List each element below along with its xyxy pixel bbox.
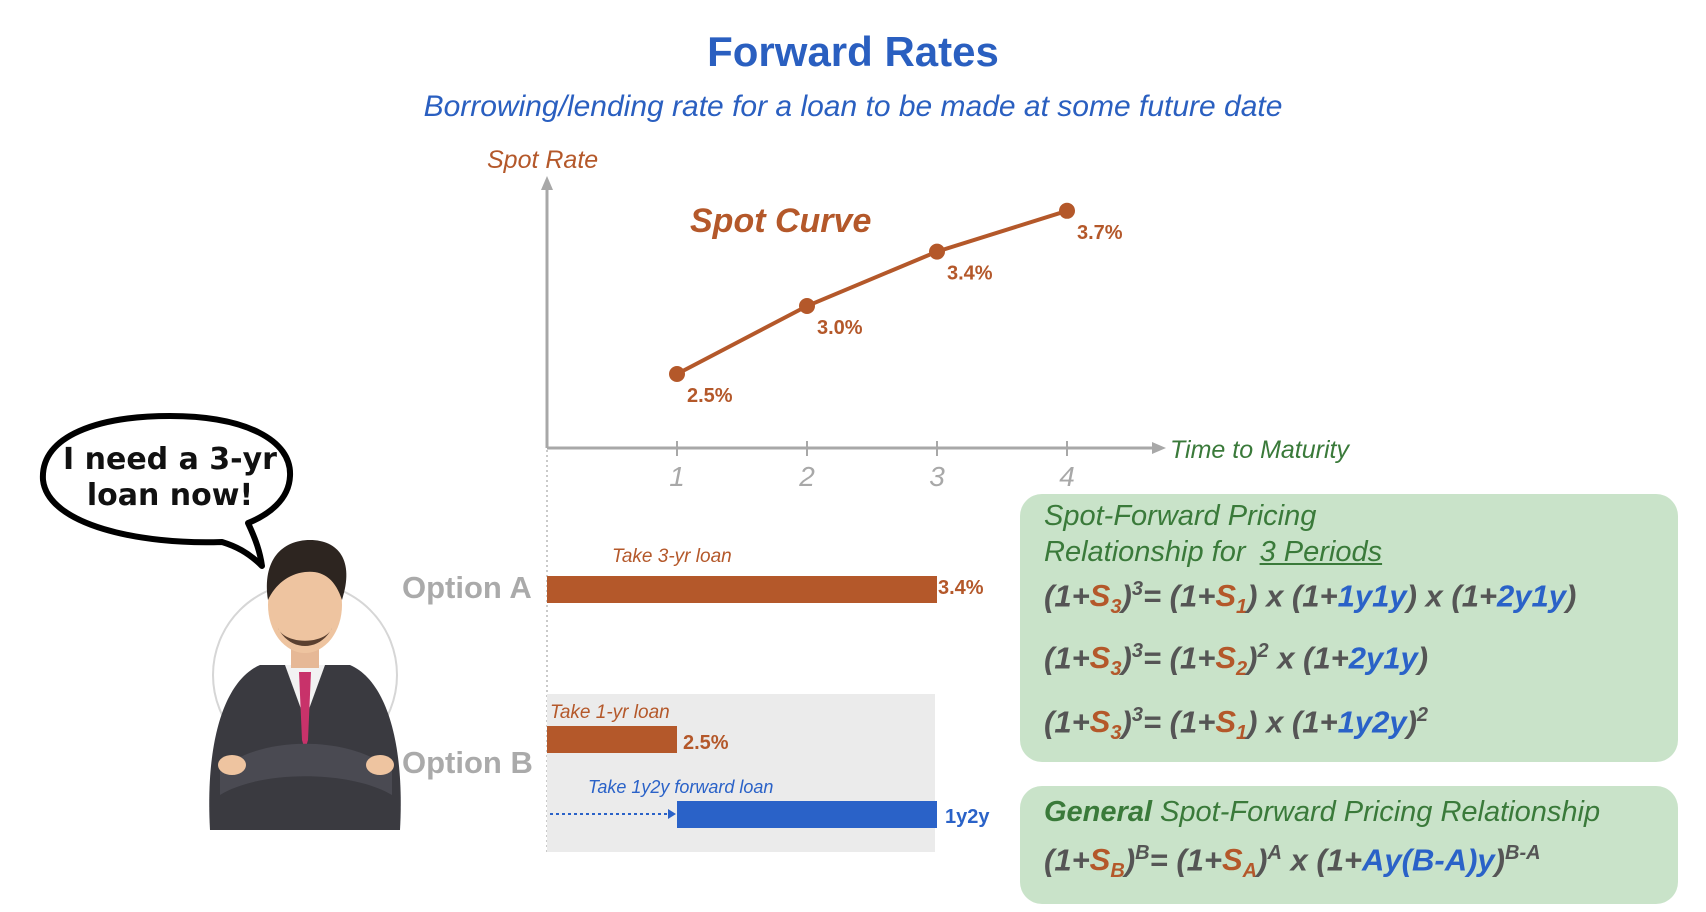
spot-forward-box: Spot-Forward Pricing Relationship for 3 … bbox=[1020, 494, 1678, 762]
spot-curve-point bbox=[799, 298, 815, 314]
option-a-label: Option A bbox=[402, 570, 532, 605]
option-b-loan2-value: 1y2y bbox=[945, 806, 990, 828]
box2-heading-bold: General bbox=[1044, 796, 1152, 828]
box2-heading: General Spot-Forward Pricing Relationshi… bbox=[1044, 796, 1600, 829]
equation-2: (1+S3)3= (1+S2)2 x (1+2y1y) bbox=[1044, 640, 1429, 681]
equation-3: (1+S3)3= (1+S1) x (1+1y2y)2 bbox=[1044, 704, 1429, 745]
spot-curve-data-label: 3.0% bbox=[817, 317, 863, 339]
chart-title: Spot Curve bbox=[690, 202, 871, 240]
option-b-label: Option B bbox=[402, 745, 533, 780]
box1-heading-prefix: Relationship for bbox=[1044, 536, 1246, 568]
page-subtitle: Borrowing/lending rate for a loan to be … bbox=[423, 90, 1283, 123]
spot-curve-data-label: 3.4% bbox=[947, 263, 993, 285]
x-tick-label: 1 bbox=[669, 461, 685, 492]
option-b-loan1-value: 2.5% bbox=[683, 732, 729, 754]
box1-heading-periods: 3 Periods bbox=[1259, 536, 1383, 568]
option-b-1yr-bar bbox=[547, 726, 677, 753]
page-title: Forward Rates bbox=[707, 28, 999, 75]
forward-arrowhead bbox=[668, 809, 676, 819]
option-b-loan2-note: Take 1y2y forward loan bbox=[588, 777, 774, 797]
y-axis-label: Spot Rate bbox=[487, 146, 598, 174]
spot-curve-point bbox=[669, 366, 685, 382]
x-tick-label: 2 bbox=[798, 461, 815, 492]
x-axis-label: Time to Maturity bbox=[1170, 436, 1350, 464]
spot-curve-line bbox=[676, 208, 1068, 376]
spot-curve-data-label: 2.5% bbox=[687, 385, 733, 407]
bubble-text: I need a 3-yr loan now! bbox=[63, 442, 277, 513]
option-b-loan1-note: Take 1-yr loan bbox=[550, 702, 670, 723]
box1-heading-line1: Spot-Forward Pricing bbox=[1044, 500, 1317, 532]
equation-1: (1+S3)3= (1+S1) x (1+1y1y) x (1+2y1y) bbox=[1044, 578, 1577, 619]
box2-heading-rest: Spot-Forward Pricing Relationship bbox=[1152, 796, 1601, 828]
box1-heading-line2: Relationship for 3 Periods bbox=[1044, 536, 1382, 569]
speech-bubble bbox=[39, 413, 294, 569]
x-tick-label: 4 bbox=[1059, 461, 1075, 492]
x-tick-label: 3 bbox=[929, 461, 945, 492]
general-equation: (1+SB)B= (1+SA)A x (1+Ay(B-A)y)B-A bbox=[1044, 842, 1541, 883]
option-a-note: Take 3-yr loan bbox=[612, 546, 732, 567]
spot-curve-data-label: 3.7% bbox=[1077, 222, 1123, 244]
x-axis-arrow bbox=[1152, 442, 1166, 454]
option-b-forward-bar bbox=[677, 801, 937, 828]
y-axis-arrow bbox=[541, 176, 553, 190]
option-a-value: 3.4% bbox=[938, 577, 984, 599]
general-relationship-box: General Spot-Forward Pricing Relationshi… bbox=[1020, 786, 1678, 904]
spot-curve-point bbox=[1059, 202, 1075, 219]
option-a-bar bbox=[547, 576, 937, 603]
businessman-illustration bbox=[209, 540, 401, 830]
spot-curve-point bbox=[929, 243, 945, 260]
